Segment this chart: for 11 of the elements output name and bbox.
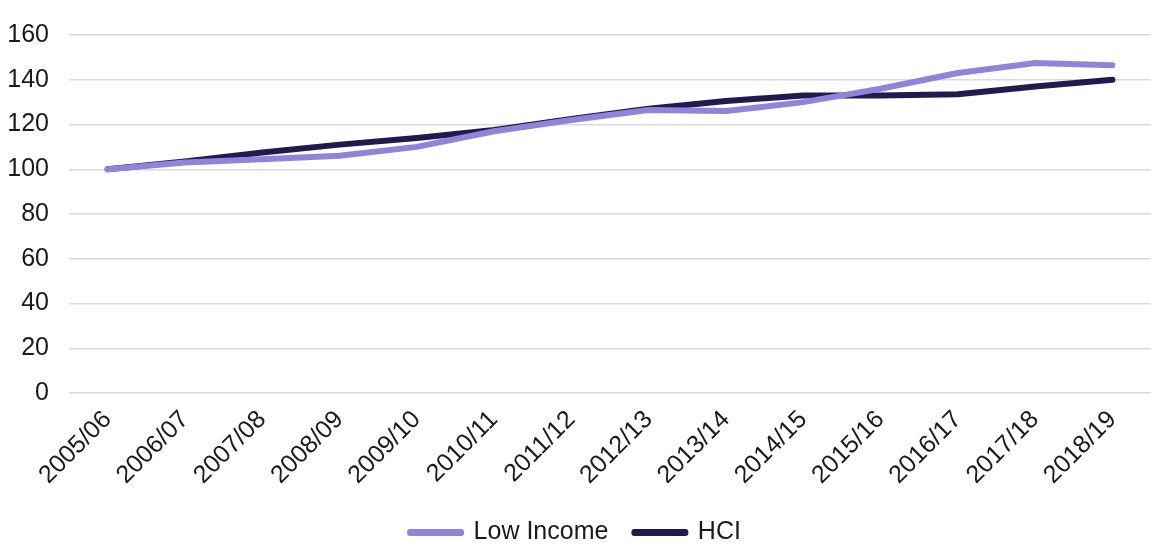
legend-label: HCI — [697, 516, 741, 545]
y-tick-label: 60 — [21, 242, 49, 271]
y-tick-label: 0 — [35, 376, 49, 405]
y-tick-label: 40 — [21, 287, 49, 316]
y-tick-label: 160 — [7, 18, 49, 47]
y-tick-label: 20 — [21, 332, 49, 361]
y-tick-label: 80 — [21, 197, 49, 226]
y-tick-label: 120 — [7, 108, 49, 137]
y-tick-label: 100 — [7, 153, 49, 182]
legend-label: Low Income — [473, 516, 609, 545]
y-tick-label: 140 — [7, 63, 49, 92]
